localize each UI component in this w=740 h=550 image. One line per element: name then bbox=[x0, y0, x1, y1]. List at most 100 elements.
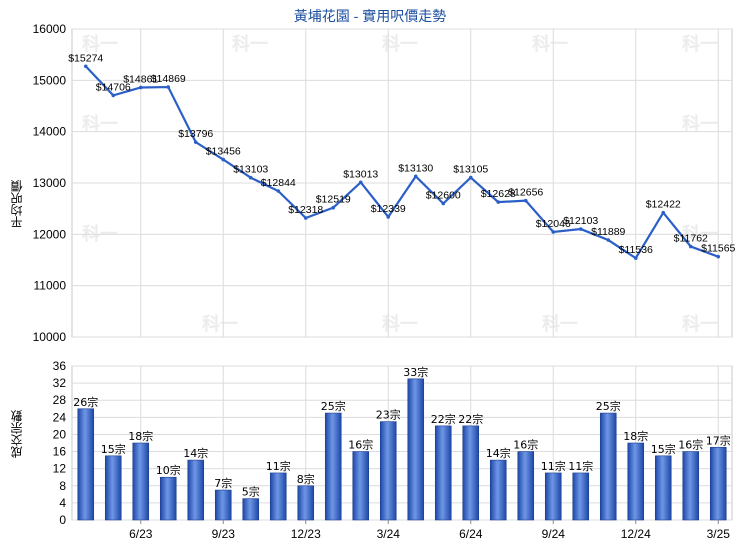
price-y-tick-label: 14000 bbox=[33, 125, 67, 139]
price-point bbox=[303, 216, 308, 220]
volume-data-label: 11宗 bbox=[568, 459, 593, 473]
volume-bar bbox=[654, 455, 672, 521]
price-data-label: $14861 bbox=[123, 73, 158, 85]
price-data-label: $14869 bbox=[151, 73, 186, 85]
volume-data-label: 26宗 bbox=[73, 395, 98, 409]
price-point bbox=[688, 244, 693, 249]
watermark: 科一 bbox=[232, 33, 268, 55]
price-point bbox=[221, 157, 226, 162]
price-data-label: $12103 bbox=[563, 215, 598, 227]
price-data-label: $13456 bbox=[206, 146, 241, 158]
price-y-tick-label: 10000 bbox=[33, 330, 67, 344]
volume-bar bbox=[682, 451, 700, 521]
volume-data-label: 18宗 bbox=[128, 429, 153, 443]
volume-bar bbox=[352, 451, 370, 521]
volume-bar bbox=[77, 408, 95, 521]
volume-data-label: 16宗 bbox=[348, 438, 373, 452]
volume-bar bbox=[434, 425, 452, 521]
volume-data-label: 17宗 bbox=[706, 433, 731, 447]
volume-y-tick-label: 12 bbox=[53, 462, 67, 476]
price-point bbox=[441, 201, 446, 206]
price-y-tick-label: 13000 bbox=[33, 176, 67, 190]
volume-data-label: 11宗 bbox=[266, 459, 291, 473]
volume-y-tick-label: 4 bbox=[59, 496, 66, 510]
volume-bar bbox=[627, 442, 645, 521]
watermark: 科一 bbox=[682, 33, 718, 55]
volume-bar bbox=[297, 485, 315, 521]
watermark: 科一 bbox=[532, 33, 568, 55]
watermark: 科一 bbox=[682, 313, 718, 335]
volume-data-label: 14宗 bbox=[183, 446, 208, 460]
volume-bar bbox=[269, 472, 287, 521]
price-point bbox=[83, 64, 88, 69]
volume-data-label: 8宗 bbox=[297, 472, 315, 486]
price-data-label: $13105 bbox=[453, 164, 488, 176]
price-point bbox=[716, 254, 721, 259]
volume-data-label: 10宗 bbox=[156, 463, 181, 477]
price-data-label: $12844 bbox=[261, 177, 296, 189]
volume-bar bbox=[407, 378, 425, 521]
volume-bar bbox=[489, 459, 507, 521]
x-tick-label: 12/24 bbox=[621, 527, 651, 541]
volume-data-label: 18宗 bbox=[623, 429, 648, 443]
price-data-label: $13103 bbox=[233, 164, 268, 176]
volume-bar bbox=[572, 472, 590, 521]
price-point bbox=[276, 189, 281, 193]
volume-bar bbox=[462, 425, 480, 521]
volume-plot-area bbox=[71, 365, 733, 521]
price-point bbox=[496, 200, 501, 204]
price-data-label: $12422 bbox=[646, 199, 681, 211]
price-point bbox=[633, 256, 638, 260]
volume-bar bbox=[242, 498, 260, 521]
price-data-label: $11536 bbox=[619, 244, 653, 256]
price-point bbox=[248, 175, 253, 180]
price-data-label: $12519 bbox=[316, 194, 351, 206]
price-data-label: $13013 bbox=[343, 168, 378, 180]
price-point bbox=[111, 93, 116, 98]
x-tick-label: 9/23 bbox=[212, 527, 236, 541]
volume-data-label: 5宗 bbox=[242, 485, 260, 499]
price-data-label: $13130 bbox=[398, 162, 433, 174]
watermark: 科一 bbox=[82, 33, 118, 55]
volume-data-label: 23宗 bbox=[376, 408, 401, 422]
volume-y-tick-label: 0 bbox=[59, 513, 66, 527]
volume-panel: 0481216202428323626宗15宗18宗10宗14宗7宗5宗11宗8… bbox=[53, 359, 733, 541]
price-point bbox=[358, 180, 363, 185]
price-point bbox=[386, 215, 391, 219]
volume-y-tick-label: 20 bbox=[53, 427, 67, 441]
volume-y-tick-label: 36 bbox=[53, 359, 67, 373]
volume-data-label: 16宗 bbox=[678, 438, 703, 452]
chart-title: 黃埔花園 - 實用呎價走勢 bbox=[293, 8, 447, 24]
volume-bar bbox=[187, 459, 205, 521]
price-data-label: $12318 bbox=[288, 204, 323, 216]
watermark: 科一 bbox=[682, 113, 718, 135]
volume-bar bbox=[379, 421, 397, 521]
x-tick-label: 3/24 bbox=[377, 527, 401, 541]
volume-bar bbox=[104, 455, 122, 521]
x-tick-label: 6/24 bbox=[459, 527, 483, 541]
watermark: 科一 bbox=[382, 33, 418, 55]
volume-data-label: 22宗 bbox=[458, 412, 483, 426]
price-data-label: $11889 bbox=[591, 226, 625, 238]
volume-data-label: 22宗 bbox=[431, 412, 456, 426]
price-series-line bbox=[84, 65, 719, 260]
price-data-label: $11565 bbox=[701, 243, 735, 255]
price-y-tick-label: 12000 bbox=[33, 227, 67, 241]
price-y-tick-label: 11000 bbox=[34, 279, 67, 293]
price-point bbox=[551, 230, 556, 234]
x-tick-label: 9/24 bbox=[542, 527, 566, 541]
volume-y-tick-label: 8 bbox=[59, 479, 66, 493]
price-data-label: $14706 bbox=[96, 81, 131, 93]
volume-data-label: 25宗 bbox=[321, 399, 346, 413]
volume-data-label: 14宗 bbox=[486, 446, 511, 460]
price-point bbox=[331, 205, 336, 210]
volume-y-tick-label: 16 bbox=[53, 445, 67, 459]
volume-bar bbox=[599, 412, 617, 521]
price-point bbox=[578, 227, 583, 231]
price-point bbox=[523, 198, 528, 203]
price-point bbox=[413, 174, 418, 179]
volume-y-tick-label: 32 bbox=[53, 376, 67, 390]
price-data-label: $15274 bbox=[68, 52, 103, 64]
price-data-label: $12656 bbox=[508, 187, 543, 199]
